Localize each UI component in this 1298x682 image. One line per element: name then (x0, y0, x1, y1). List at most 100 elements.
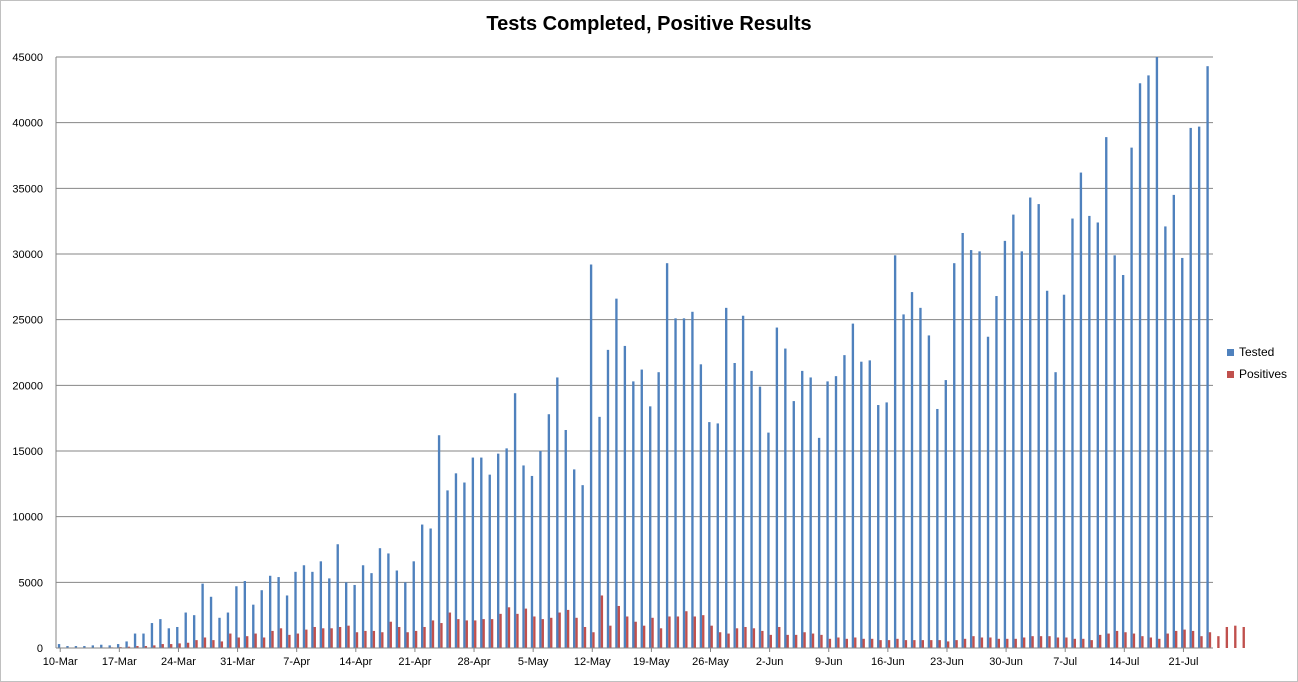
legend-swatch-tested (1227, 348, 1234, 356)
bar-tested-106 (953, 263, 956, 648)
bar-tested-131 (1164, 226, 1167, 649)
bar-tested-81 (741, 315, 745, 648)
bar-positives-47 (457, 619, 460, 648)
y-tick-label-0: 0 (37, 643, 43, 655)
x-tick-label-17: 7-Jul (1053, 656, 1077, 668)
x-tick-label-7: 28-Apr (458, 656, 491, 668)
bar-tested-32 (328, 578, 331, 648)
bar-positives-73 (676, 616, 680, 648)
bar-tested-92 (834, 376, 838, 648)
bar-tested-63 (589, 264, 593, 648)
bar-tested-53 (505, 448, 508, 648)
bar-positives-100 (904, 640, 908, 648)
x-tick-label-6: 21-Apr (398, 656, 431, 668)
bar-positives-24 (262, 637, 266, 648)
bar-tested-34 (345, 582, 348, 648)
bar-positives-108 (972, 636, 975, 648)
bar-tested-42 (412, 561, 415, 648)
bar-tested-29 (302, 565, 306, 648)
bar-tested-87 (792, 401, 795, 648)
bar-positives-30 (313, 626, 316, 648)
bar-positives-50 (482, 619, 485, 648)
bar-positives-64 (600, 595, 604, 648)
bar-tested-0 (57, 644, 61, 648)
bar-tested-84 (767, 432, 770, 648)
bar-positives-84 (769, 634, 772, 648)
bar-positives-40 (398, 626, 401, 648)
bar-tested-103 (927, 335, 931, 648)
bar-positives-69 (642, 625, 646, 648)
bar-positives-83 (761, 630, 764, 648)
bar-tested-72 (665, 263, 669, 648)
bar-positives-29 (305, 629, 308, 648)
bar-tested-71 (657, 372, 660, 648)
bar-positives-81 (744, 626, 747, 648)
bar-tested-4 (91, 645, 94, 648)
bar-tested-96 (868, 360, 871, 648)
bar-positives-48 (465, 620, 468, 648)
bar-positives-39 (389, 621, 392, 648)
bar-tested-116 (1037, 204, 1040, 648)
bar-tested-90 (817, 437, 821, 648)
bar-tested-75 (691, 311, 694, 648)
bar-positives-107 (963, 638, 967, 648)
bar-tested-120 (1071, 218, 1074, 649)
bar-tested-126 (1121, 275, 1125, 648)
bar-positives-106 (955, 640, 958, 648)
bar-tested-132 (1172, 194, 1175, 648)
bar-tested-66 (615, 298, 618, 648)
bar-positives-124 (1107, 633, 1110, 648)
bar-tested-89 (809, 377, 812, 648)
bar-tested-26 (277, 577, 280, 648)
bar-positives-13 (170, 644, 173, 648)
bar-positives-32 (330, 628, 333, 648)
bar-tested-35 (353, 584, 356, 648)
bar-tested-113 (1012, 214, 1015, 648)
bar-positives-113 (1014, 638, 1017, 648)
bar-tested-118 (1054, 372, 1057, 648)
bar-positives-129 (1149, 637, 1153, 648)
bar-tested-24 (260, 590, 263, 648)
bar-positives-10 (144, 646, 148, 648)
bar-tested-119 (1062, 294, 1066, 648)
bar-positives-60 (566, 609, 570, 648)
bar-tested-69 (640, 369, 643, 648)
bar-positives-78 (718, 632, 722, 648)
bar-positives-56 (533, 616, 536, 648)
bar-positives-93 (845, 638, 848, 648)
bar-positives-89 (811, 633, 815, 648)
bar-tested-10 (142, 633, 145, 648)
bar-positives-49 (474, 620, 477, 648)
bar-positives-96 (870, 638, 874, 648)
chart-title: Tests Completed, Positive Results (486, 13, 812, 35)
bar-positives-123 (1098, 634, 1102, 648)
bar-tested-107 (961, 232, 964, 649)
bar-tested-18 (209, 596, 213, 648)
bar-tested-38 (378, 548, 382, 648)
bar-positives-101 (913, 640, 916, 648)
bar-positives-42 (414, 630, 418, 648)
bar-positives-71 (659, 628, 663, 648)
bar-positives-54 (516, 613, 519, 648)
bar-tested-41 (404, 582, 407, 648)
bar-positives-45 (440, 623, 443, 648)
bar-positives-61 (575, 617, 578, 648)
bar-positives-87 (794, 634, 798, 648)
bar-tested-76 (699, 364, 703, 648)
bar-positives-97 (879, 640, 882, 648)
bar-positives-23 (254, 633, 257, 648)
bar-positives-130 (1158, 638, 1161, 648)
bar-positives-102 (921, 640, 924, 648)
bar-tested-19 (218, 617, 221, 648)
bar-tested-127 (1130, 147, 1133, 648)
x-tick-label-18: 14-Jul (1109, 656, 1139, 668)
bar-positives-37 (372, 630, 376, 648)
bar-positives-88 (803, 632, 806, 648)
bar-positives-90 (820, 634, 823, 648)
bar-tested-28 (294, 571, 297, 648)
bar-tested-98 (885, 402, 888, 648)
bar-positives-138 (1225, 626, 1229, 648)
bar-tested-104 (936, 408, 939, 648)
bar-positives-44 (431, 620, 435, 648)
bar-positives-133 (1183, 629, 1186, 648)
